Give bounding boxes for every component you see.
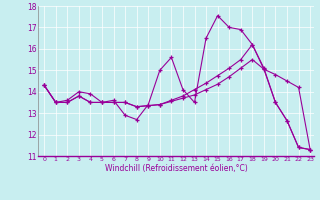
X-axis label: Windchill (Refroidissement éolien,°C): Windchill (Refroidissement éolien,°C): [105, 164, 247, 173]
